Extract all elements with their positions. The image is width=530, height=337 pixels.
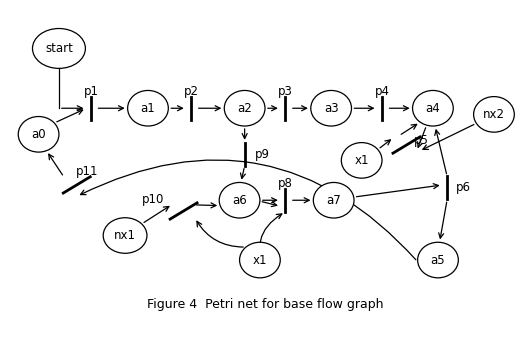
Text: p1: p1 — [84, 85, 99, 98]
Ellipse shape — [341, 143, 382, 178]
Text: p11: p11 — [76, 164, 98, 178]
Text: p2: p2 — [184, 85, 199, 98]
Text: x1: x1 — [253, 253, 267, 267]
Ellipse shape — [103, 218, 147, 253]
Text: a5: a5 — [431, 253, 445, 267]
Ellipse shape — [32, 29, 85, 68]
Ellipse shape — [240, 242, 280, 278]
Ellipse shape — [224, 90, 265, 126]
Text: a7: a7 — [326, 194, 341, 207]
Text: p4: p4 — [375, 85, 390, 98]
Ellipse shape — [412, 90, 453, 126]
Text: nx1: nx1 — [114, 229, 136, 242]
Text: p5: p5 — [414, 134, 429, 147]
Text: a1: a1 — [140, 102, 155, 115]
Text: x1: x1 — [355, 154, 369, 167]
Ellipse shape — [313, 182, 354, 218]
Text: a4: a4 — [426, 102, 440, 115]
Text: a6: a6 — [232, 194, 247, 207]
Text: p9: p9 — [255, 148, 270, 161]
Text: Figure 4  Petri net for base flow graph: Figure 4 Petri net for base flow graph — [147, 298, 383, 311]
Text: a3: a3 — [324, 102, 339, 115]
Text: start: start — [45, 42, 73, 55]
Text: a0: a0 — [31, 128, 46, 141]
Ellipse shape — [418, 242, 458, 278]
Text: p10: p10 — [142, 193, 164, 206]
Text: a2: a2 — [237, 102, 252, 115]
Text: p8: p8 — [278, 177, 293, 190]
Ellipse shape — [219, 182, 260, 218]
Ellipse shape — [311, 90, 351, 126]
Text: p6: p6 — [456, 182, 471, 194]
Ellipse shape — [18, 117, 59, 152]
Ellipse shape — [128, 90, 169, 126]
Text: p3: p3 — [278, 85, 293, 98]
Text: nx2: nx2 — [483, 108, 505, 121]
Ellipse shape — [474, 97, 514, 132]
